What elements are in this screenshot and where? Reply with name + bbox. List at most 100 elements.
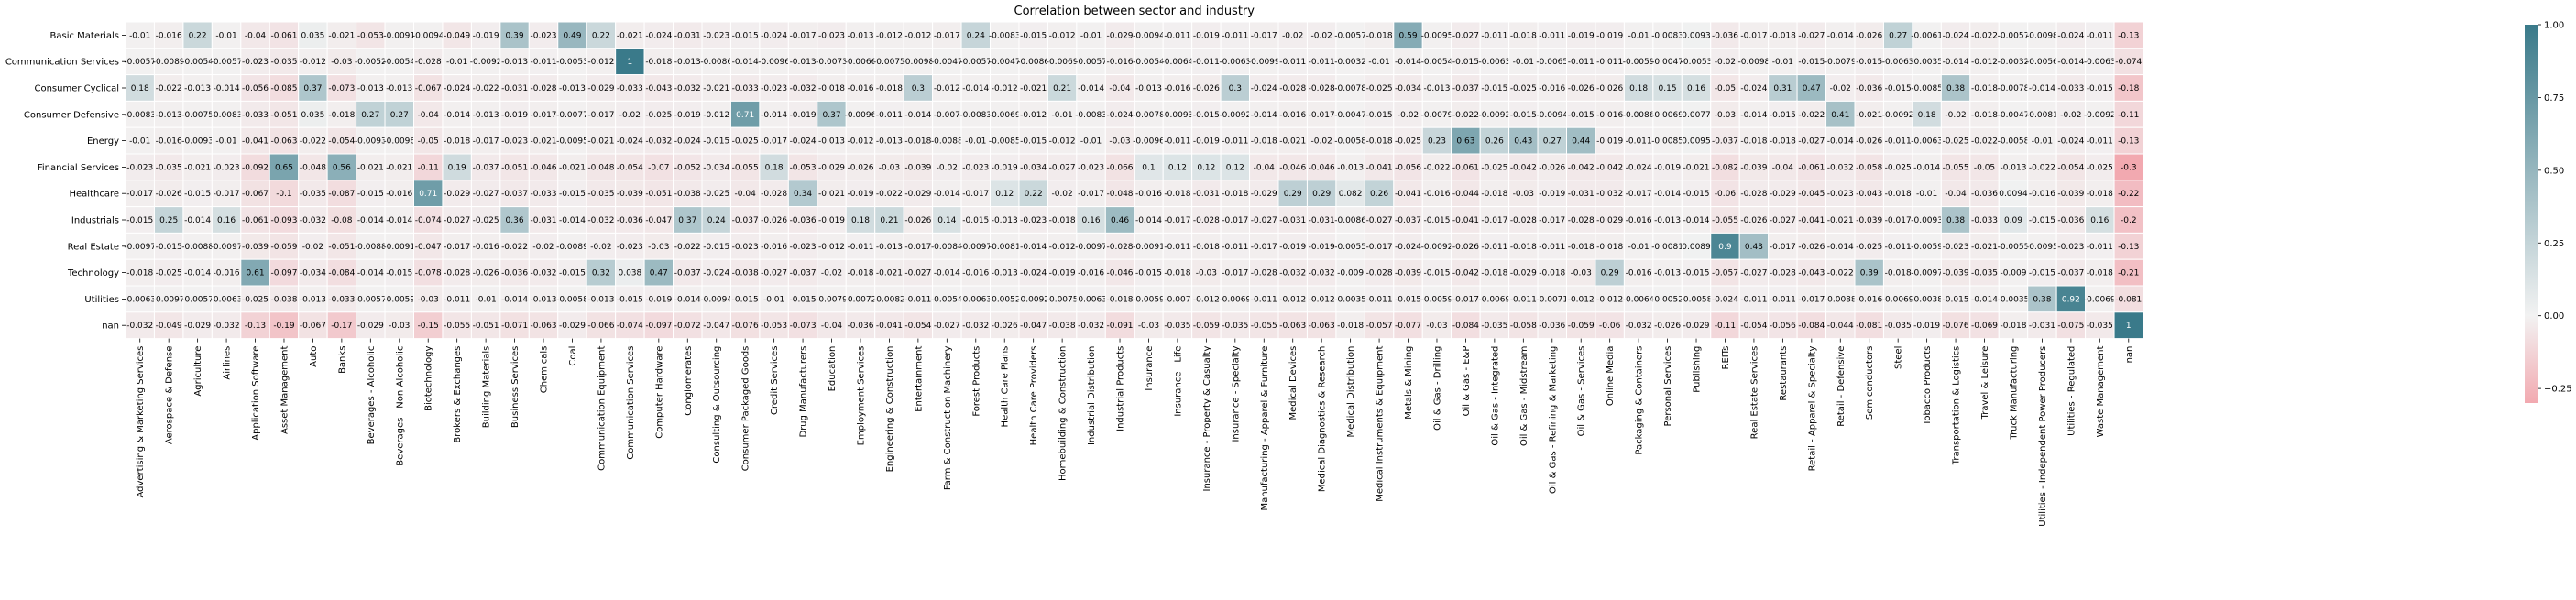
heatmap-cell <box>125 100 155 128</box>
cell-value-label: -0.009 <box>1337 269 1364 278</box>
cell-value-label: -0.0098 <box>1738 58 1770 67</box>
heatmap-cell <box>1710 74 1740 102</box>
heatmap-cell <box>1277 100 1308 128</box>
heatmap-cell <box>615 311 645 340</box>
heatmap-cell <box>1537 153 1568 181</box>
cell-value-label: 0.38 <box>2033 295 2051 304</box>
cell-value-label: -0.017 <box>761 137 787 147</box>
cell-value-label: -0.026 <box>1568 84 1595 93</box>
heatmap-cell <box>384 258 414 287</box>
heatmap-cell <box>960 258 992 287</box>
cell-value-label: -0.014 <box>2029 84 2055 93</box>
heatmap-cell <box>1451 180 1481 208</box>
cell-value-label: -0.023 <box>1827 190 1854 199</box>
heatmap-cell <box>729 232 761 260</box>
heatmap-cell <box>1998 74 2029 102</box>
cell-value-label: -0.06 <box>1715 190 1737 199</box>
column-label: Industrial Distribution <box>1087 346 1097 445</box>
cell-value-label: -0.021 <box>531 137 557 147</box>
heatmap-cell <box>1882 153 1913 181</box>
row-labels: Basic Materials Communication Services Con… <box>5 31 126 332</box>
cell-value-label: -0.022 <box>1971 31 1998 40</box>
heatmap-cell <box>356 100 386 128</box>
heatmap-cell <box>442 311 472 340</box>
cell-value-label: -0.042 <box>1452 269 1479 278</box>
heatmap-cell <box>2055 258 2087 287</box>
heatmap-cell <box>1969 100 2000 128</box>
cell-value-label: -0.0094 <box>412 31 444 40</box>
cell-value-label: -0.0083 <box>211 111 243 120</box>
heatmap-cell <box>817 180 847 208</box>
heatmap-cell <box>729 74 761 102</box>
row-label: Basic Materials <box>50 31 120 41</box>
cell-value-label: -0.013 <box>790 58 817 67</box>
heatmap-cell <box>1104 126 1135 155</box>
heatmap-cell <box>413 126 444 155</box>
heatmap-cell <box>729 21 761 49</box>
cell-value-label: 0.38 <box>1946 84 1965 93</box>
heatmap-cell <box>1134 311 1164 340</box>
heatmap-cell <box>1421 100 1452 128</box>
heatmap-cell <box>1796 74 1827 102</box>
cell-value-label: -0.026 <box>1654 322 1681 331</box>
cell-value-label: -0.026 <box>1856 137 1882 147</box>
heatmap-cell <box>960 153 992 181</box>
cell-value-label: -0.015 <box>1423 216 1450 225</box>
heatmap-cell <box>528 285 559 313</box>
cell-value-label: 0.082 <box>1339 190 1363 199</box>
column-label: Oil & Gas - Services <box>1577 346 1587 437</box>
cell-value-label: -0.013 <box>1337 163 1364 172</box>
cell-value-label: -0.038 <box>674 190 701 199</box>
cell-value-label: -0.037 <box>790 269 817 278</box>
cell-value-label: -0.19 <box>273 322 295 331</box>
heatmap-cell <box>326 126 357 155</box>
cell-value-label: -0.014 <box>357 216 384 225</box>
cell-value-label: -0.043 <box>645 84 672 93</box>
heatmap-cell <box>615 180 645 208</box>
cell-value-label: -0.014 <box>1740 111 1767 120</box>
heatmap-cell <box>586 258 617 287</box>
cell-value-label: -0.014 <box>1251 111 1277 120</box>
heatmap-cell <box>1249 232 1279 260</box>
cell-value-label: -0.036 <box>1856 84 1882 93</box>
cell-value-label: 0.38 <box>1946 216 1965 225</box>
heatmap-cell <box>1220 180 1251 208</box>
cell-value-label: -0.014 <box>386 216 412 225</box>
cell-value-label: -0.029 <box>1510 269 1537 278</box>
heatmap-cell <box>1047 48 1078 76</box>
cell-value-label: 0.15 <box>1659 84 1677 93</box>
cell-value-label: -0.007 <box>934 111 960 120</box>
heatmap-cell <box>1738 74 1770 102</box>
cell-value-label: -0.016 <box>156 137 182 147</box>
cell-value-label: -0.016 <box>847 84 873 93</box>
column-label: Oil & Gas - Midstream <box>1519 346 1529 446</box>
cell-value-label: -0.012 <box>1279 295 1306 304</box>
cell-value-label: -0.063 <box>1279 322 1306 331</box>
cell-value-label: -0.011 <box>1510 295 1537 304</box>
heatmap-cell <box>153 48 184 76</box>
cell-value-label: -0.0088 <box>931 137 963 147</box>
heatmap-cell <box>1451 232 1481 260</box>
cell-value-label: -0.011 <box>1164 31 1190 40</box>
cell-value-label: -0.0088 <box>1825 295 1857 304</box>
heatmap-cell <box>1220 206 1251 234</box>
heatmap-cell <box>903 206 934 234</box>
heatmap-cell <box>1652 74 1683 102</box>
cell-value-label: -0.059 <box>1568 322 1595 331</box>
heatmap-cell <box>1882 180 1913 208</box>
cell-value-label: -0.0032 <box>1334 58 1366 67</box>
heatmap-cell <box>1047 285 1078 313</box>
heatmap-cell <box>356 74 386 102</box>
cell-value-label: -0.016 <box>2029 190 2055 199</box>
cell-value-label: -0.025 <box>2087 163 2113 172</box>
cell-value-label: -0.015 <box>617 295 643 304</box>
heatmap-cells: -0.01 -0.016 0.22 -0.01 -0.04 -0.061 0.035 -0.0… <box>124 21 2144 340</box>
cell-value-label: -0.031 <box>2029 322 2055 331</box>
heatmap-cell <box>1566 153 1596 181</box>
cell-value-label: -0.016 <box>1135 190 1162 199</box>
heatmap-cell <box>1623 126 1654 155</box>
cell-value-label: 0.71 <box>736 111 754 120</box>
heatmap-cell <box>932 48 962 76</box>
cell-value-label: -0.012 <box>703 111 729 120</box>
cell-value-label: -0.04 <box>418 111 440 120</box>
